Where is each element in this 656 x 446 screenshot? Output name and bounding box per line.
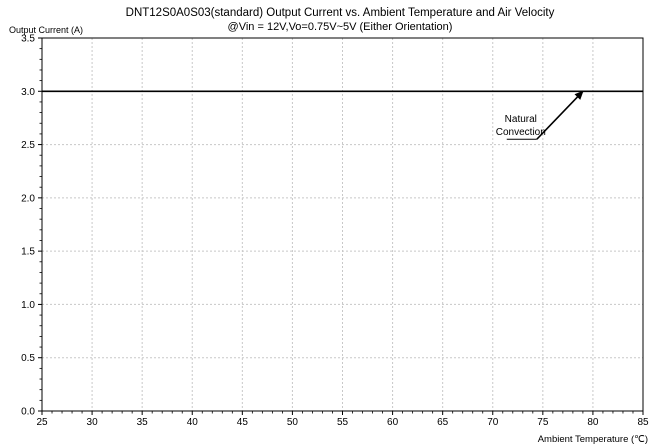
- y-tick-label: 3.5: [21, 34, 35, 45]
- chart-title-line2: @Vin = 12V,Vo=0.75V~5V (Either Orientati…: [228, 21, 453, 33]
- x-tick-label: 85: [637, 417, 649, 428]
- axis-ticks: 25 30 35 40 45 50 55 60 65 70 75 80 85 0.0 0.5 1.0 1.5 2.…: [21, 34, 649, 429]
- y-tick-label: 1.5: [21, 247, 35, 258]
- annotation: Natural Convection: [496, 90, 584, 140]
- x-tick-label: 80: [587, 417, 599, 428]
- x-tick-label: 40: [187, 417, 199, 428]
- grid: [41, 37, 644, 412]
- y-tick-label: 1.0: [21, 300, 35, 311]
- x-axis-label: Ambient Temperature (℃): [538, 434, 648, 445]
- x-tick-label: 75: [537, 417, 549, 428]
- y-tick-label: 3.0: [21, 87, 35, 98]
- annotation-arrow: [536, 90, 584, 140]
- x-tick-label: 70: [487, 417, 499, 428]
- x-tick-label: 25: [36, 417, 48, 428]
- x-tick-label: 35: [137, 417, 149, 428]
- annotation-label-line2: Convection: [496, 127, 546, 138]
- y-tick-label: 0.5: [21, 353, 35, 364]
- y-axis-label: Output Current (A): [9, 25, 83, 35]
- x-tick-label: 55: [337, 417, 349, 428]
- x-tick-label: 60: [387, 417, 399, 428]
- x-tick-label: 65: [437, 417, 449, 428]
- annotation-label-line1: Natural: [505, 114, 537, 125]
- y-tick-label: 2.0: [21, 193, 35, 204]
- chart-title-line1: DNT12S0A0S03(standard) Output Current vs…: [126, 7, 555, 19]
- x-tick-label: 45: [237, 417, 249, 428]
- x-tick-label: 50: [287, 417, 299, 428]
- y-tick-label: 2.5: [21, 140, 35, 151]
- y-tick-label: 0.0: [21, 407, 35, 418]
- x-tick-label: 30: [87, 417, 99, 428]
